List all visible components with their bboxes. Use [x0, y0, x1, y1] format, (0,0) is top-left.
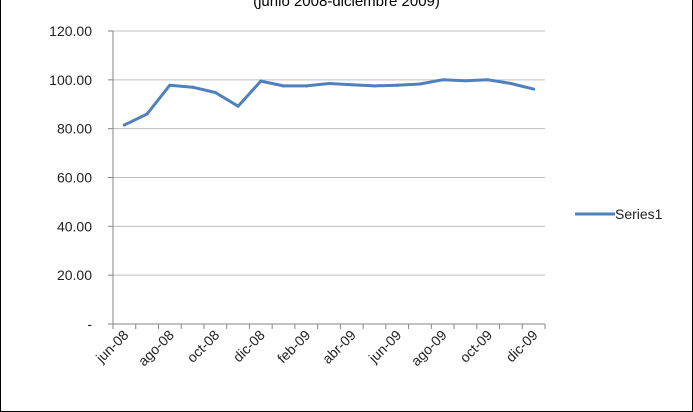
- series-line: [122, 78, 536, 127]
- x-tick-label: ago-08: [135, 327, 177, 369]
- data-point: [327, 81, 331, 85]
- data-point: [350, 83, 354, 87]
- x-tick-label: jun-08: [92, 327, 132, 367]
- y-tick-label: 80.00: [57, 121, 92, 137]
- data-point: [532, 87, 536, 91]
- legend-label: Series1: [615, 206, 663, 222]
- y-tick-label: 40.00: [57, 218, 92, 234]
- chart-title: (junio 2008-diciembre 2009): [253, 0, 440, 10]
- x-tick-label: oct-08: [184, 327, 223, 366]
- y-tick-label: -: [87, 316, 92, 332]
- data-point: [395, 83, 399, 87]
- data-point: [259, 79, 263, 83]
- y-tick-label: 60.00: [57, 170, 92, 186]
- data-point: [372, 84, 376, 88]
- data-point: [418, 82, 422, 86]
- data-point: [304, 84, 308, 88]
- y-tick-label: 100.00: [49, 72, 92, 88]
- x-tick-label: ago-09: [408, 327, 450, 369]
- data-point: [282, 84, 286, 88]
- data-point: [236, 104, 240, 108]
- data-point: [145, 112, 149, 116]
- data-point: [122, 123, 126, 127]
- x-tick-label: dic-09: [502, 327, 540, 365]
- data-point: [486, 78, 490, 82]
- data-point: [441, 78, 445, 82]
- data-point: [191, 85, 195, 89]
- y-tick-label: 20.00: [57, 267, 92, 283]
- x-tick-label: oct-09: [456, 327, 495, 366]
- x-tick-label: jun-09: [365, 327, 405, 367]
- data-point: [463, 79, 467, 83]
- y-tick-label: 120.00: [49, 23, 92, 39]
- x-tick-label: feb-09: [274, 327, 314, 367]
- x-tick-label: abr-09: [319, 327, 359, 367]
- data-point: [509, 81, 513, 85]
- data-point: [213, 91, 217, 95]
- x-tick-label: dic-08: [230, 327, 268, 365]
- data-point: [168, 83, 172, 87]
